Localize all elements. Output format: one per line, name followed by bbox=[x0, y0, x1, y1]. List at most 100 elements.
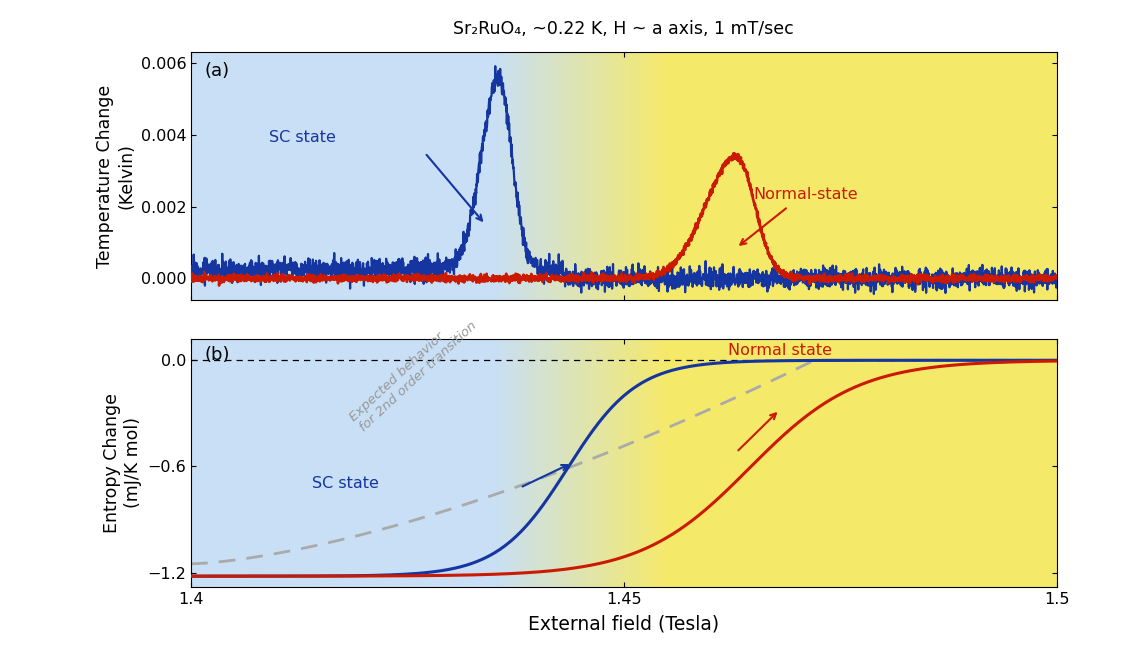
Bar bbox=[556, 52, 559, 300]
Bar bbox=[596, 339, 598, 587]
Bar bbox=[570, 52, 572, 300]
Bar bbox=[533, 52, 535, 300]
Bar bbox=[628, 339, 631, 587]
Bar bbox=[528, 52, 531, 300]
Bar bbox=[626, 52, 628, 300]
Bar bbox=[650, 339, 652, 587]
Bar bbox=[607, 339, 609, 587]
Bar bbox=[574, 52, 577, 300]
Bar bbox=[565, 52, 568, 300]
Bar bbox=[605, 339, 607, 587]
Bar bbox=[663, 52, 665, 300]
Bar bbox=[589, 52, 591, 300]
Bar bbox=[551, 339, 552, 587]
Bar bbox=[626, 339, 628, 587]
Bar bbox=[523, 52, 524, 300]
Bar bbox=[563, 339, 565, 587]
Bar bbox=[638, 339, 641, 587]
Bar bbox=[535, 339, 537, 587]
Bar bbox=[582, 52, 584, 300]
Bar bbox=[554, 339, 556, 587]
Bar bbox=[546, 339, 549, 587]
Bar bbox=[659, 339, 661, 587]
Bar bbox=[591, 52, 593, 300]
Bar bbox=[191, 339, 495, 587]
Bar bbox=[568, 52, 570, 300]
Bar bbox=[581, 52, 582, 300]
Bar bbox=[624, 339, 626, 587]
Bar bbox=[645, 339, 647, 587]
Bar bbox=[540, 52, 542, 300]
Bar bbox=[652, 52, 654, 300]
Bar bbox=[496, 52, 498, 300]
Bar bbox=[531, 52, 533, 300]
Bar bbox=[656, 52, 659, 300]
Bar bbox=[507, 52, 509, 300]
Bar bbox=[495, 339, 496, 587]
Bar bbox=[568, 339, 570, 587]
Bar bbox=[654, 339, 656, 587]
Bar bbox=[526, 339, 528, 587]
Bar bbox=[544, 52, 546, 300]
Text: Normal state: Normal state bbox=[727, 343, 832, 358]
Bar bbox=[665, 339, 668, 587]
Bar bbox=[514, 52, 516, 300]
Bar bbox=[537, 52, 540, 300]
Bar bbox=[659, 52, 661, 300]
Bar bbox=[577, 52, 579, 300]
Bar bbox=[600, 52, 602, 300]
Bar bbox=[607, 52, 609, 300]
Bar bbox=[584, 52, 587, 300]
Bar bbox=[631, 52, 633, 300]
Bar bbox=[507, 339, 509, 587]
Bar bbox=[638, 52, 641, 300]
Bar bbox=[579, 339, 581, 587]
Bar bbox=[559, 339, 561, 587]
Bar bbox=[635, 52, 637, 300]
Bar bbox=[549, 339, 551, 587]
Bar bbox=[645, 52, 647, 300]
Bar bbox=[524, 339, 526, 587]
Bar bbox=[559, 52, 561, 300]
Text: SC state: SC state bbox=[269, 130, 336, 145]
Bar bbox=[500, 339, 502, 587]
Bar bbox=[661, 52, 663, 300]
Bar bbox=[637, 339, 638, 587]
Bar bbox=[537, 339, 540, 587]
Bar bbox=[598, 339, 600, 587]
Text: Expected behavior
for 2nd order transition: Expected behavior for 2nd order transiti… bbox=[347, 308, 479, 435]
Bar bbox=[602, 52, 605, 300]
Bar bbox=[511, 339, 514, 587]
Bar bbox=[619, 52, 622, 300]
Bar bbox=[544, 339, 546, 587]
Bar bbox=[549, 52, 551, 300]
Bar bbox=[574, 339, 577, 587]
Bar bbox=[652, 339, 654, 587]
Text: Sr₂RuO₄, ~0.22 K, H ~ a axis, 1 mT/sec: Sr₂RuO₄, ~0.22 K, H ~ a axis, 1 mT/sec bbox=[453, 20, 795, 38]
Bar bbox=[556, 339, 559, 587]
Bar bbox=[518, 52, 520, 300]
Bar bbox=[605, 52, 607, 300]
Bar bbox=[505, 339, 507, 587]
Bar bbox=[191, 52, 495, 300]
Bar bbox=[643, 339, 645, 587]
Bar bbox=[516, 339, 518, 587]
Bar bbox=[587, 339, 589, 587]
Bar bbox=[661, 339, 663, 587]
Bar bbox=[622, 52, 624, 300]
Bar bbox=[563, 52, 565, 300]
Text: SC state: SC state bbox=[312, 476, 379, 491]
Bar bbox=[520, 52, 523, 300]
Bar bbox=[641, 339, 643, 587]
Bar bbox=[505, 52, 507, 300]
Bar bbox=[610, 339, 613, 587]
Bar bbox=[572, 339, 574, 587]
Bar bbox=[498, 52, 500, 300]
Bar bbox=[665, 52, 668, 300]
Bar bbox=[631, 339, 633, 587]
Bar bbox=[593, 52, 596, 300]
Bar bbox=[552, 339, 554, 587]
Y-axis label: Temperature Change
(Kelvin): Temperature Change (Kelvin) bbox=[97, 84, 135, 268]
Bar bbox=[565, 339, 568, 587]
Bar bbox=[582, 339, 584, 587]
